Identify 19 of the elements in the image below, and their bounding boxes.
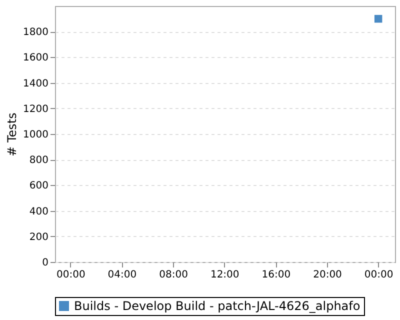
y-tick-label: 800 <box>29 155 48 166</box>
y-axis-title: # Tests <box>5 112 20 156</box>
y-tick-label: 200 <box>29 232 48 243</box>
y-tick-label: 1400 <box>23 78 48 90</box>
x-tick-label: 20:00 <box>313 270 342 280</box>
y-tick-label: 600 <box>29 180 48 192</box>
y-tick-label: 1000 <box>23 130 48 140</box>
x-tick-label: 00:00 <box>364 270 394 280</box>
legend-label: Builds - Develop Build - patch-JAL-4626_alphafo <box>74 299 360 313</box>
x-tick-label: 04:00 <box>108 270 137 280</box>
y-tick-label: 1600 <box>23 52 48 64</box>
x-tick-label: 12:00 <box>210 270 240 280</box>
y-tick-label: 400 <box>29 206 48 218</box>
x-tick-label: 00:00 <box>56 270 86 280</box>
y-tick-label: 1800 <box>23 27 48 38</box>
x-tick-label: 16:00 <box>262 270 291 280</box>
y-tick-label: 1200 <box>23 104 48 115</box>
x-tick-label: 08:00 <box>159 270 188 280</box>
y-tick-label: 0 <box>42 258 48 268</box>
